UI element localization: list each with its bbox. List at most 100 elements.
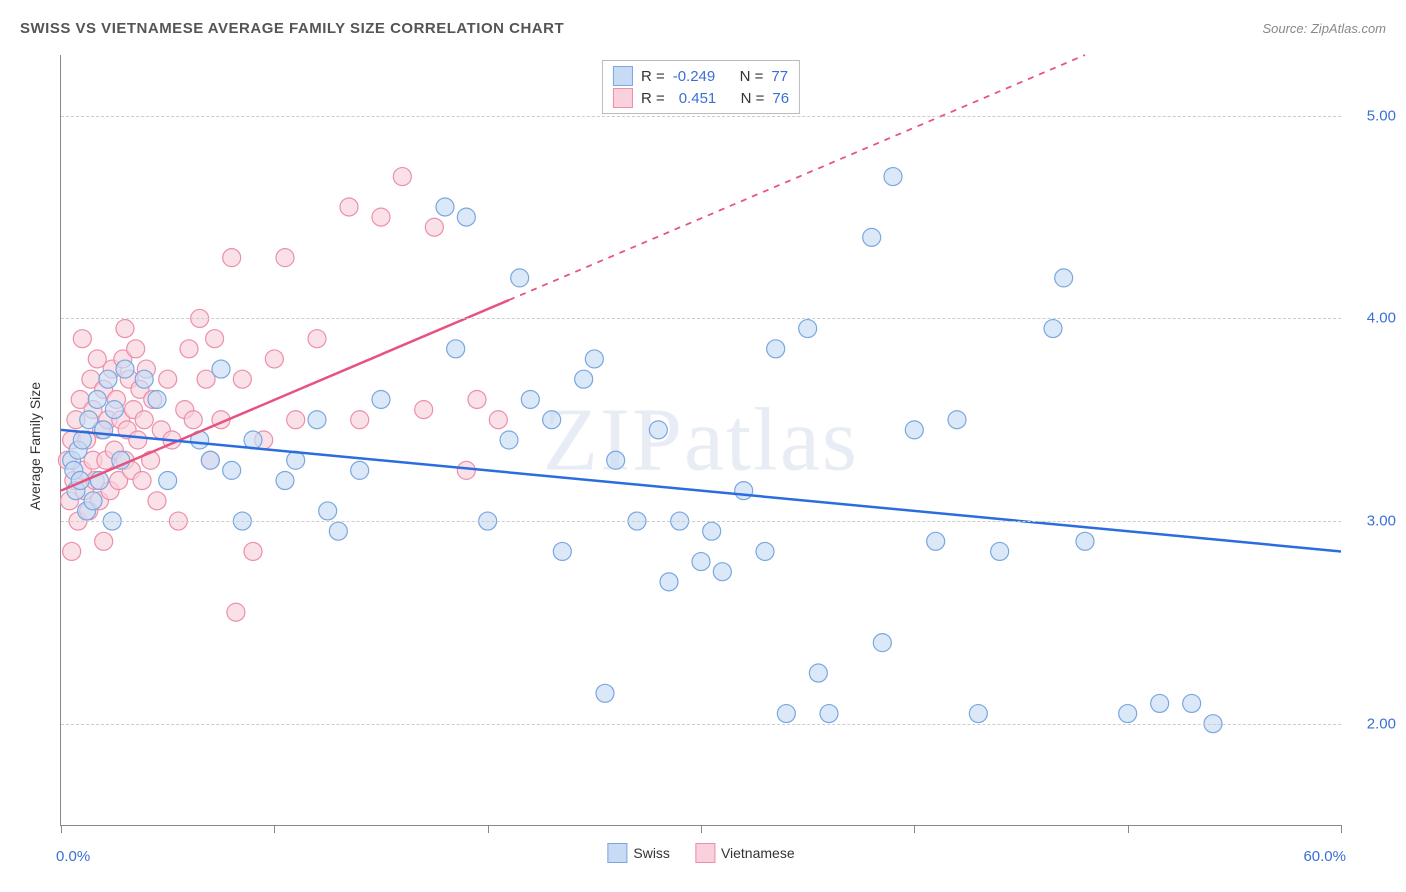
scatter-point (820, 705, 838, 723)
scatter-point (135, 370, 153, 388)
scatter-point (457, 461, 475, 479)
scatter-point (206, 330, 224, 348)
scatter-point (159, 472, 177, 490)
scatter-point (660, 573, 678, 591)
bottom-legend-item-vietnamese: Vietnamese (695, 843, 795, 863)
scatter-point (703, 522, 721, 540)
scatter-point (223, 461, 241, 479)
scatter-point (575, 370, 593, 388)
scatter-point (809, 664, 827, 682)
legend-r-label: R = (641, 68, 665, 85)
x-tick (274, 825, 275, 833)
legend-stats-row-vietnamese: R = 0.451 N = 76 (613, 87, 789, 109)
scatter-point (991, 542, 1009, 560)
scatter-point (884, 168, 902, 186)
scatter-point (159, 370, 177, 388)
scatter-point (129, 431, 147, 449)
scatter-point (927, 532, 945, 550)
scatter-point (180, 340, 198, 358)
scatter-point (713, 563, 731, 581)
scatter-point (969, 705, 987, 723)
scatter-point (223, 249, 241, 267)
scatter-point (276, 249, 294, 267)
scatter-point (329, 522, 347, 540)
scatter-point (265, 350, 283, 368)
x-axis-max-label: 60.0% (1303, 848, 1346, 865)
x-axis-min-label: 0.0% (56, 848, 90, 865)
scatter-point (543, 411, 561, 429)
bottom-legend: Swiss Vietnamese (607, 843, 794, 863)
legend-n-value-swiss: 77 (771, 68, 788, 85)
y-axis-label: Average Family Size (27, 382, 43, 510)
plot-svg (61, 55, 1341, 825)
legend-n-label: N = (741, 90, 765, 107)
x-tick (488, 825, 489, 833)
scatter-point (308, 330, 326, 348)
scatter-point (393, 168, 411, 186)
scatter-point (1151, 694, 1169, 712)
legend-n-label: N = (740, 68, 764, 85)
scatter-point (447, 340, 465, 358)
scatter-point (468, 390, 486, 408)
scatter-point (276, 472, 294, 490)
scatter-point (95, 421, 113, 439)
chart-title: SWISS VS VIETNAMESE AVERAGE FAMILY SIZE … (20, 20, 564, 37)
scatter-point (436, 198, 454, 216)
scatter-point (84, 492, 102, 510)
scatter-point (649, 421, 667, 439)
scatter-point (777, 705, 795, 723)
scatter-point (99, 370, 117, 388)
scatter-point (116, 320, 134, 338)
scatter-point (1119, 705, 1137, 723)
scatter-point (212, 360, 230, 378)
scatter-point (863, 228, 881, 246)
y-tick-label: 3.00 (1367, 513, 1396, 530)
scatter-point (116, 360, 134, 378)
legend-r-label: R = (641, 90, 665, 107)
scatter-point (95, 532, 113, 550)
scatter-point (596, 684, 614, 702)
x-tick (1128, 825, 1129, 833)
grid-line (61, 318, 1341, 319)
scatter-point (201, 451, 219, 469)
legend-r-value-vietnamese: 0.451 (679, 90, 717, 107)
scatter-point (500, 431, 518, 449)
x-tick (1341, 825, 1342, 833)
legend-n-value-vietnamese: 76 (772, 90, 789, 107)
scatter-point (489, 411, 507, 429)
scatter-point (457, 208, 475, 226)
scatter-point (148, 492, 166, 510)
scatter-plot-area: ZIPatlas R = -0.249 N = 77 R = 0.451 N =… (60, 55, 1341, 826)
x-tick (914, 825, 915, 833)
scatter-point (756, 542, 774, 560)
grid-line (61, 116, 1341, 117)
x-tick (701, 825, 702, 833)
scatter-point (148, 390, 166, 408)
scatter-point (244, 542, 262, 560)
scatter-point (372, 208, 390, 226)
legend-stats-box: R = -0.249 N = 77 R = 0.451 N = 76 (602, 60, 800, 114)
scatter-point (127, 340, 145, 358)
scatter-point (73, 330, 91, 348)
legend-stats-row-swiss: R = -0.249 N = 77 (613, 65, 789, 87)
scatter-point (351, 461, 369, 479)
scatter-point (308, 411, 326, 429)
scatter-point (1183, 694, 1201, 712)
y-tick-label: 4.00 (1367, 310, 1396, 327)
scatter-point (287, 411, 305, 429)
scatter-point (511, 269, 529, 287)
scatter-point (340, 198, 358, 216)
scatter-point (415, 401, 433, 419)
scatter-point (319, 502, 337, 520)
legend-swatch-swiss-icon (607, 843, 627, 863)
legend-swatch-swiss (613, 66, 633, 86)
y-tick-label: 2.00 (1367, 715, 1396, 732)
legend-swatch-vietnamese-icon (695, 843, 715, 863)
scatter-point (105, 401, 123, 419)
scatter-point (585, 350, 603, 368)
source-attribution: Source: ZipAtlas.com (1262, 21, 1386, 36)
scatter-point (63, 542, 81, 560)
scatter-point (607, 451, 625, 469)
legend-swatch-vietnamese (613, 88, 633, 108)
scatter-point (692, 553, 710, 571)
